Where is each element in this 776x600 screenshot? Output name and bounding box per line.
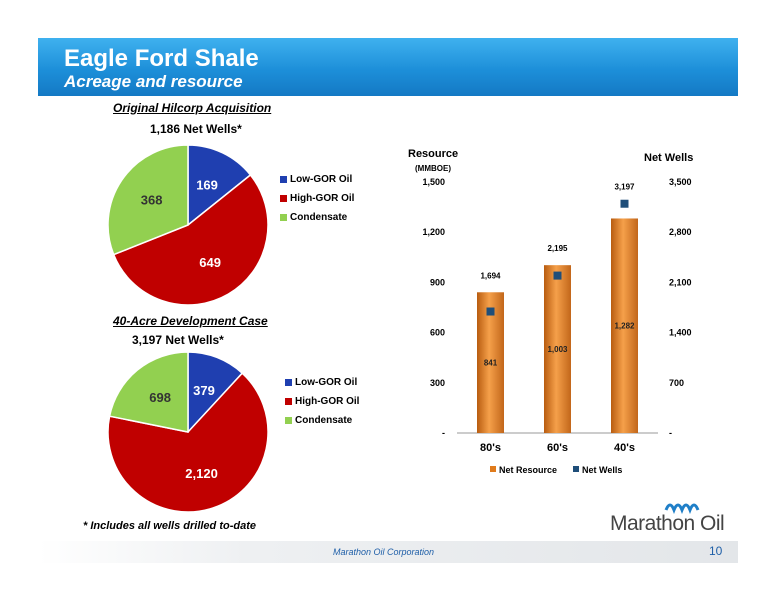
y2-tick-label: 700 [669, 378, 684, 388]
x-tick-label: 40's [614, 442, 635, 454]
pie2-legend: Low-GOR Oil High-GOR Oil Condensate [285, 373, 359, 430]
pie-value-label-condensate: 698 [149, 390, 171, 405]
y-tick-label: 600 [430, 328, 445, 338]
marker-net-wells [553, 271, 562, 280]
y-axis-unit: (MMBOE) [415, 164, 451, 173]
net-wells-value-label: 3,197 [614, 183, 635, 192]
pie-chart-40-acre: 379 2,120 698 [107, 351, 269, 513]
marker-net-wells [620, 199, 629, 208]
y2-tick-label: 1,400 [669, 328, 692, 338]
bar-value-label: 841 [484, 359, 498, 368]
x-tick-label: 80's [480, 442, 501, 454]
net-wells-value-label: 2,195 [547, 244, 568, 253]
resource-bar-chart: - 300 600 900 1,200 1,500 - 700 1,400 2,100 2,800 3… [408, 148, 693, 475]
pie1-legend: Low-GOR Oil High-GOR Oil Condensate [280, 170, 354, 227]
pie1-title: Original Hilcorp Acquisition [113, 101, 272, 115]
marker-net-wells [486, 307, 495, 316]
legend-item-condensate: Condensate [280, 208, 354, 227]
legend-swatch-net-wells [573, 466, 579, 472]
bar-net-resource [544, 265, 571, 433]
logo-text: Marathon Oil [610, 512, 725, 535]
footer-company: Marathon Oil Corporation [333, 547, 435, 557]
page-subtitle: Acreage and resource [64, 72, 243, 91]
legend-label-net-resource: Net Resource [499, 465, 557, 475]
y-tick-label: - [442, 428, 445, 438]
y-tick-label: 900 [430, 277, 445, 287]
legend-item-high-gor: High-GOR Oil [280, 189, 354, 208]
page-number: 10 [709, 544, 723, 558]
net-wells-value-label: 1,694 [480, 271, 501, 280]
y-tick-label: 1,200 [422, 227, 445, 237]
pie-value-label-low-gor-oil: 169 [196, 177, 218, 192]
page-title: Eagle Ford Shale [64, 45, 259, 72]
pie-value-label-high-gor-oil: 649 [199, 255, 221, 270]
y-tick-label: 1,500 [422, 177, 445, 187]
bar-net-resource [477, 292, 504, 433]
pie-slice-condensate [108, 351, 189, 433]
legend-label-net-wells: Net Wells [582, 465, 622, 475]
y2-tick-label: 2,800 [669, 227, 692, 237]
pie2-title: 40-Acre Development Case [113, 314, 268, 328]
y2-tick-label: 2,100 [669, 277, 692, 287]
bar-value-label: 1,282 [614, 322, 635, 331]
y-tick-label: 300 [430, 378, 445, 388]
marathon-oil-logo: Marathon Oil [610, 498, 730, 538]
pie-value-label-condensate: 368 [141, 192, 163, 207]
pie2-subtitle: 3,197 Net Wells* [132, 333, 224, 347]
pie-chart-original: 169 649 368 [107, 144, 269, 306]
pie-slice-high-gor-oil [112, 173, 269, 306]
footnote: * Includes all wells drilled to-date [83, 520, 256, 532]
bar-value-label: 1,003 [547, 345, 568, 354]
legend-item-low-gor: Low-GOR Oil [285, 373, 359, 392]
title-banner: Eagle Ford Shale Acreage and resource [38, 38, 738, 96]
legend-item-low-gor: Low-GOR Oil [280, 170, 354, 189]
y-axis-label: Resource [408, 148, 458, 160]
legend-swatch-net-resource [490, 466, 496, 472]
pie-value-label-low-gor-oil: 379 [193, 383, 215, 398]
y2-tick-label: - [669, 428, 672, 438]
pie1-subtitle: 1,186 Net Wells* [150, 122, 242, 136]
y2-axis-label: Net Wells [644, 152, 693, 164]
pie-slice-low-gor-oil [187, 144, 252, 227]
pie-slice-condensate [107, 144, 189, 256]
pie-slice-high-gor-oil [107, 372, 269, 513]
y2-tick-label: 3,500 [669, 177, 692, 187]
pie-value-label-high-gor-oil: 2,120 [185, 466, 218, 481]
footer-bar [38, 541, 738, 563]
bar-net-resource [611, 218, 638, 433]
legend-item-condensate: Condensate [285, 411, 359, 430]
x-tick-label: 60's [547, 442, 568, 454]
logo-wave-icon [664, 503, 700, 514]
legend-item-high-gor: High-GOR Oil [285, 392, 359, 411]
